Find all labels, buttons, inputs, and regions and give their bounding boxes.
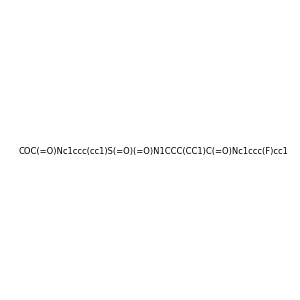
Text: COC(=O)Nc1ccc(cc1)S(=O)(=O)N1CCC(CC1)C(=O)Nc1ccc(F)cc1: COC(=O)Nc1ccc(cc1)S(=O)(=O)N1CCC(CC1)C(=… (19, 147, 289, 156)
